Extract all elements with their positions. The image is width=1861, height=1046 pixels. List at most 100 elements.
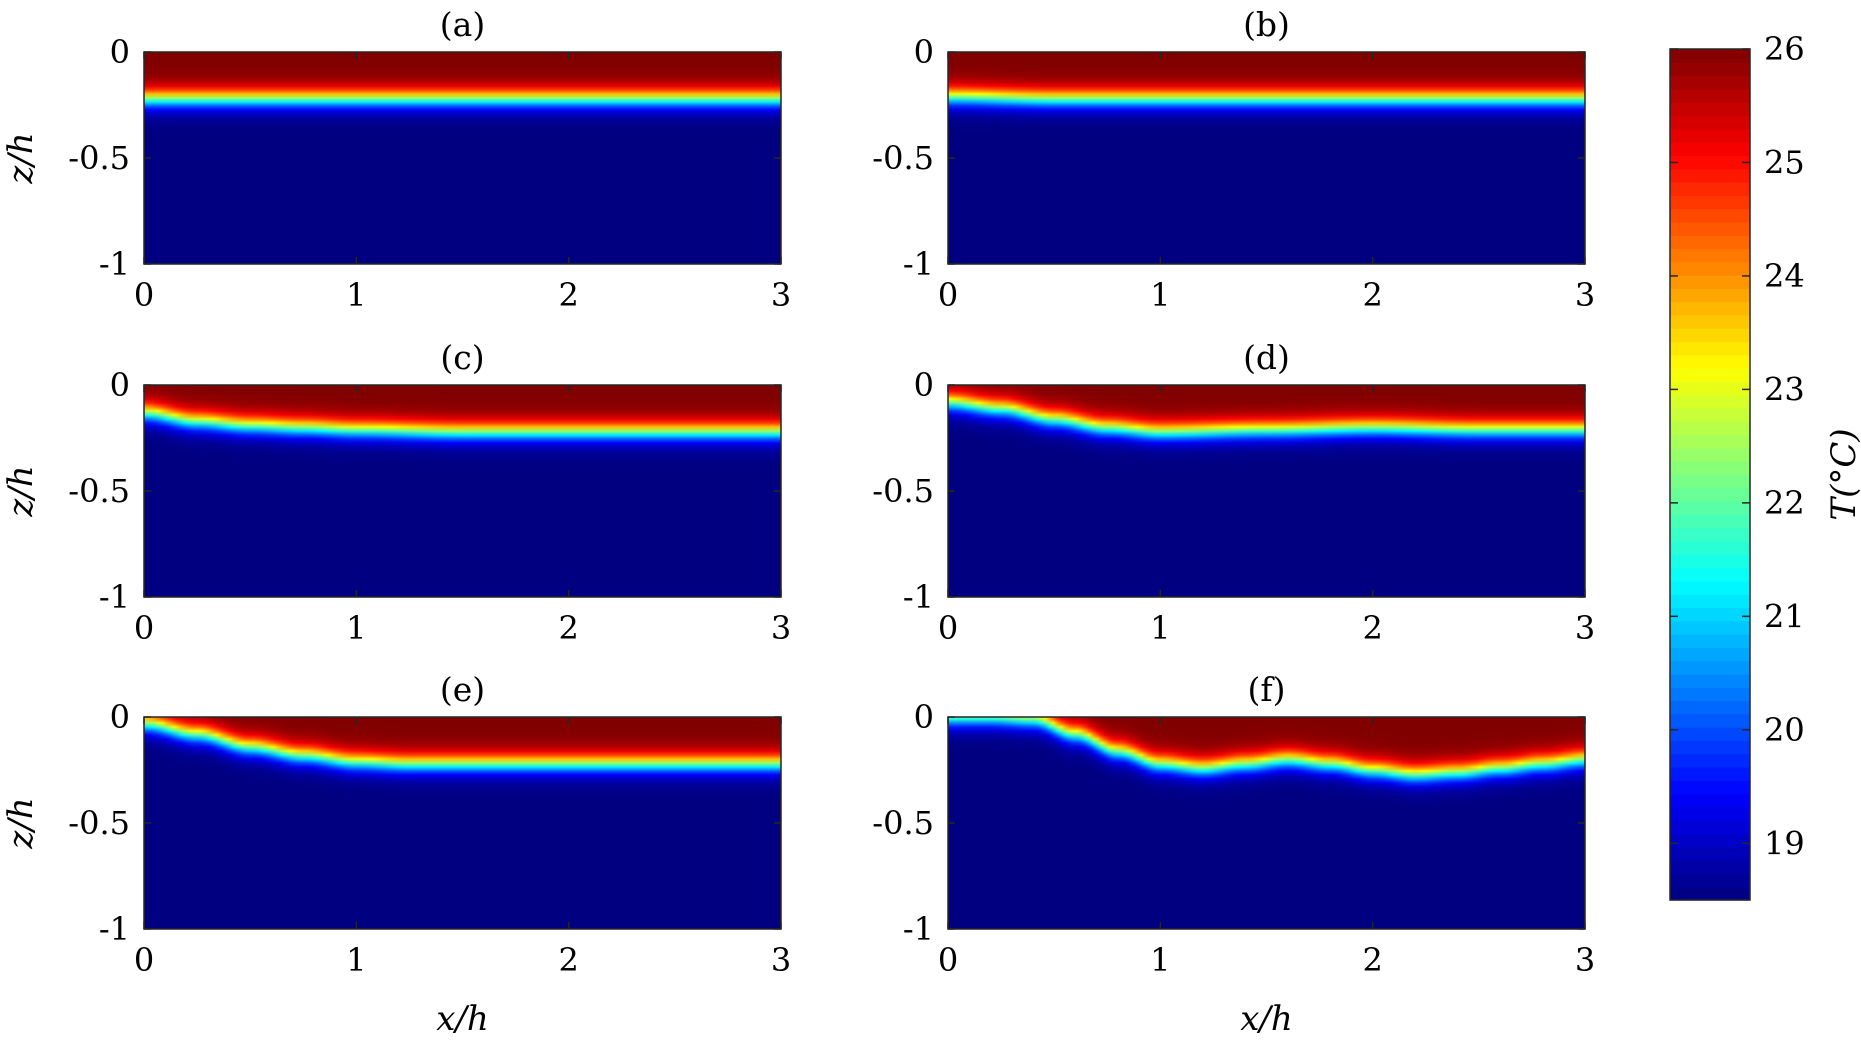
heatmap-field <box>144 385 781 597</box>
x-tick-label: 3 <box>1575 609 1595 647</box>
colorbar-band <box>1670 195 1750 210</box>
colorbar-band <box>1670 607 1750 622</box>
colorbar-band <box>1670 142 1750 156</box>
colorbar-band <box>1670 820 1750 835</box>
x-tick-label: 1 <box>346 609 366 647</box>
y-axis-label: z/h <box>1 132 41 184</box>
colorbar-band <box>1670 75 1750 90</box>
colorbar-band <box>1670 567 1750 582</box>
colorbar-band <box>1670 248 1750 263</box>
x-tick-label: 1 <box>1150 941 1170 979</box>
colorbar-band <box>1670 527 1750 542</box>
colorbar-band <box>1670 155 1750 170</box>
colorbar-band <box>1670 487 1750 502</box>
x-tick-label: 2 <box>558 941 578 979</box>
y-tick-label: -0.5 <box>872 804 934 842</box>
colorbar-band <box>1670 700 1750 715</box>
heatmap-field <box>144 717 781 929</box>
colorbar-band <box>1670 846 1750 861</box>
panel-b: 0 1 2 3 0 -0.5 -1 (b) <box>872 5 1595 314</box>
colorbar-band <box>1670 102 1750 117</box>
colorbar-tick-label: 26 <box>1764 30 1805 68</box>
heatmap-field <box>144 52 781 264</box>
x-axis-label: x/h <box>436 999 489 1039</box>
x-axis-label: x/h <box>1240 999 1293 1039</box>
panel-title: (c) <box>440 338 484 377</box>
colorbar-band <box>1670 88 1750 103</box>
x-tick-label: 3 <box>1575 276 1595 314</box>
colorbar-band <box>1670 740 1750 755</box>
x-tick-label: 0 <box>938 276 958 314</box>
x-tick-label: 2 <box>558 276 578 314</box>
colorbar-band <box>1670 474 1750 489</box>
colorbar-band <box>1670 181 1750 196</box>
colorbar-band <box>1670 660 1750 675</box>
colorbar-tick-label: 23 <box>1764 370 1805 408</box>
colorbar-tick-label: 21 <box>1764 597 1805 635</box>
colorbar-band <box>1670 208 1750 223</box>
x-tick-label: 3 <box>1575 941 1595 979</box>
heatmap-field <box>948 52 1585 264</box>
y-tick-label: -1 <box>903 245 934 283</box>
colorbar-tick-label: 20 <box>1764 711 1805 749</box>
colorbar-tick-label: 25 <box>1764 143 1805 181</box>
x-tick-label: 0 <box>134 941 154 979</box>
panel-d: 0 1 2 3 0 -0.5 -1 (d) <box>872 338 1595 647</box>
x-tick-label: 3 <box>771 276 791 314</box>
colorbar-band <box>1670 540 1750 555</box>
colorbar-band <box>1670 235 1750 250</box>
y-tick-label: 0 <box>110 33 130 71</box>
y-tick-label: 0 <box>914 366 934 404</box>
colorbar-band <box>1670 328 1750 343</box>
panel-f: 0 1 2 3 0 -0.5 -1 (f) x/h <box>872 670 1595 1039</box>
colorbar-band <box>1670 514 1750 529</box>
colorbar-band <box>1670 221 1750 236</box>
x-tick-label: 3 <box>771 609 791 647</box>
panels: 0 1 2 3 0 -0.5 -1 (a) z/h 0 1 2 3 0 -0.5 -1 (b) 0 1 2 3 0 -0.5… <box>1 5 1595 1039</box>
colorbar-band <box>1670 288 1750 303</box>
colorbar-frame <box>1669 48 1751 901</box>
colorbar-band <box>1670 275 1750 289</box>
y-tick-label: 0 <box>110 366 130 404</box>
colorbar-band <box>1670 833 1750 848</box>
y-tick-label: -1 <box>99 245 130 283</box>
colorbar-band <box>1670 860 1750 875</box>
colorbar-band <box>1670 168 1750 183</box>
colorbar-band <box>1670 341 1750 356</box>
x-tick-label: 0 <box>134 276 154 314</box>
y-tick-label: 0 <box>110 698 130 736</box>
colorbar-label: T(°C) <box>1824 428 1861 520</box>
y-tick-label: 0 <box>914 698 934 736</box>
y-axis-label: z/h <box>1 465 41 517</box>
colorbar-band <box>1670 580 1750 595</box>
x-tick-label: 0 <box>938 609 958 647</box>
colorbar-band <box>1670 793 1750 808</box>
y-tick-label: -0.5 <box>872 472 934 510</box>
colorbar-band <box>1670 767 1750 781</box>
colorbar-band <box>1670 381 1750 396</box>
colorbar-band <box>1670 461 1750 476</box>
colorbar-band <box>1670 647 1750 662</box>
x-tick-label: 1 <box>346 941 366 979</box>
panel-title: (e) <box>440 670 485 709</box>
colorbar-band <box>1670 673 1750 688</box>
y-tick-label: -1 <box>903 578 934 616</box>
x-tick-label: 1 <box>346 276 366 314</box>
colorbar-band <box>1670 873 1750 888</box>
colorbar-band <box>1670 594 1750 609</box>
y-tick-label: 0 <box>914 33 934 71</box>
colorbar-band <box>1670 115 1750 130</box>
colorbar-tick-label: 22 <box>1764 484 1805 522</box>
y-tick-label: -0.5 <box>872 139 934 177</box>
colorbar-band <box>1670 368 1750 383</box>
colorbar-band <box>1670 501 1750 515</box>
heatmap-field <box>948 385 1585 597</box>
panel-e: 0 1 2 3 0 -0.5 -1 (e) z/h x/h <box>1 670 791 1039</box>
colorbar-band <box>1670 421 1750 436</box>
colorbar-band <box>1670 886 1750 901</box>
colorbar-band <box>1670 408 1750 422</box>
colorbar-band <box>1670 620 1750 635</box>
colorbar-band <box>1670 554 1750 569</box>
panel-title: (d) <box>1243 338 1290 377</box>
